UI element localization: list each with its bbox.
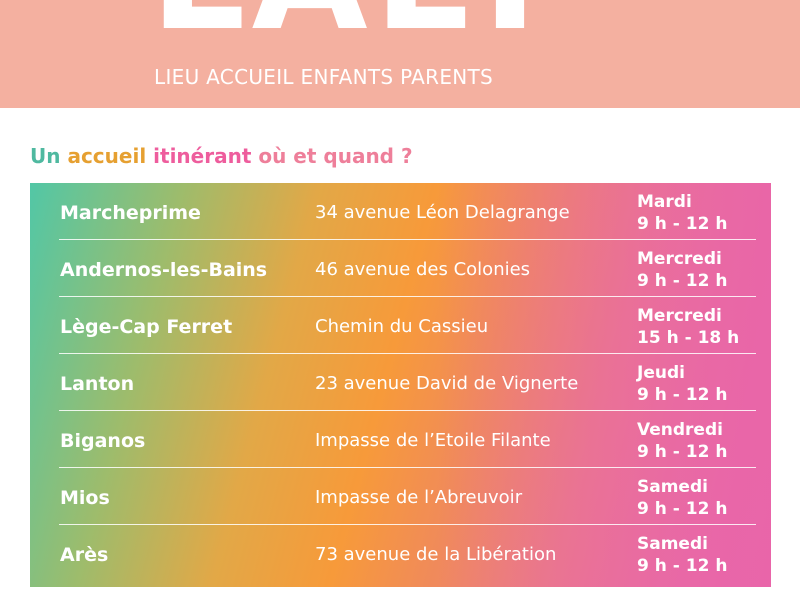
section-title-word: itinérant — [153, 144, 252, 168]
hours: 9 h - 12 h — [637, 214, 728, 234]
day: Mardi — [637, 192, 692, 212]
day: Mercredi — [637, 249, 722, 269]
hours: 9 h - 12 h — [637, 556, 728, 576]
hours: 9 h - 12 h — [637, 385, 728, 405]
day: Vendredi — [637, 420, 723, 440]
day: Jeudi — [637, 363, 685, 383]
section-title-word: où et quand ? — [258, 144, 413, 168]
address: 73 avenue de la Libération — [315, 544, 557, 565]
hours: 9 h - 12 h — [637, 271, 728, 291]
row-divider — [59, 410, 756, 411]
section-title-word: Un — [30, 144, 61, 168]
address: 46 avenue des Colonies — [315, 259, 531, 280]
schedule-row: Mios Impasse de l’Abreuvoir Samedi 9 h -… — [30, 468, 771, 525]
address: Impasse de l’Abreuvoir — [315, 487, 523, 508]
day: Mercredi — [637, 306, 722, 326]
row-divider — [59, 239, 756, 240]
address: Chemin du Cassieu — [315, 316, 489, 337]
row-divider — [59, 296, 756, 297]
day: Samedi — [637, 534, 708, 554]
city-name: Marcheprime — [60, 202, 201, 224]
schedule-row: Biganos Impasse de l’Etoile Filante Vend… — [30, 411, 771, 468]
address: Impasse de l’Etoile Filante — [315, 430, 551, 451]
laep-logo: LAEP — [150, 0, 598, 52]
header-subtitle: LIEU ACCUEIL ENFANTS PARENTS — [154, 65, 494, 89]
city-name: Biganos — [60, 430, 146, 452]
schedule-table: Marcheprime 34 avenue Léon Delagrange Ma… — [30, 183, 771, 587]
schedule-row: Lanton 23 avenue David de Vignerte Jeudi… — [30, 354, 771, 411]
address: 23 avenue David de Vignerte — [315, 373, 579, 394]
schedule-row: Arès 73 avenue de la Libération Samedi 9… — [30, 525, 771, 582]
city-name: Arès — [60, 544, 109, 566]
address: 34 avenue Léon Delagrange — [315, 202, 570, 223]
city-name: Andernos-les-Bains — [60, 259, 268, 281]
row-divider — [59, 467, 756, 468]
section-title: Un accueil itinérant où et quand ? — [30, 141, 413, 171]
header-banner: LAEP LIEU ACCUEIL ENFANTS PARENTS — [0, 0, 800, 108]
hours: 9 h - 12 h — [637, 442, 728, 462]
section-title-word: accueil — [67, 144, 147, 168]
schedule-row: Marcheprime 34 avenue Léon Delagrange Ma… — [30, 183, 771, 240]
city-name: Mios — [60, 487, 110, 509]
city-name: Lanton — [60, 373, 135, 395]
day: Samedi — [637, 477, 708, 497]
schedule-row: Lège-Cap Ferret Chemin du Cassieu Mercre… — [30, 297, 771, 354]
schedule-row: Andernos-les-Bains 46 avenue des Colonie… — [30, 240, 771, 297]
hours: 9 h - 12 h — [637, 499, 728, 519]
row-divider — [59, 524, 756, 525]
city-name: Lège-Cap Ferret — [60, 316, 233, 338]
row-divider — [59, 353, 756, 354]
hours: 15 h - 18 h — [637, 328, 740, 348]
